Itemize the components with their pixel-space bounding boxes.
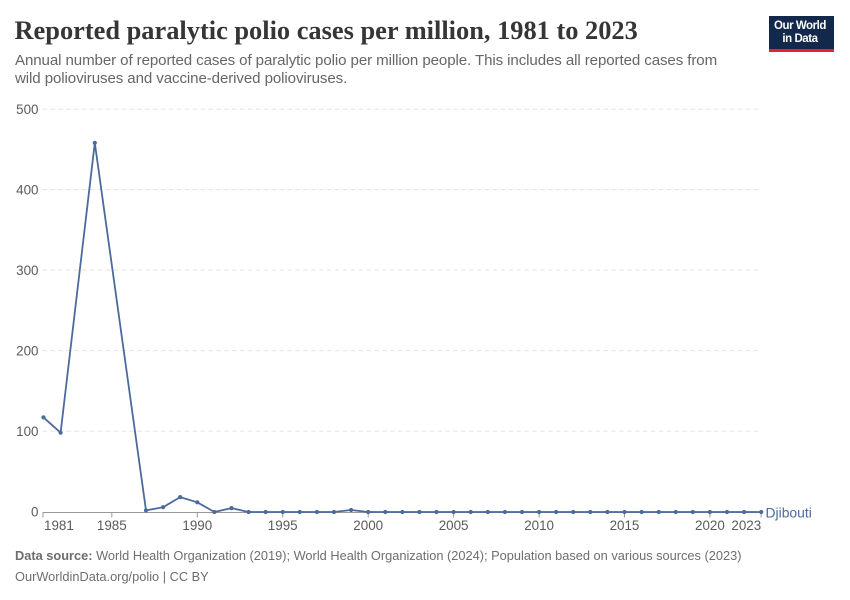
svg-text:300: 300 — [16, 263, 38, 278]
svg-text:2015: 2015 — [610, 518, 640, 533]
svg-text:2020: 2020 — [695, 518, 725, 533]
svg-text:200: 200 — [16, 343, 38, 358]
svg-text:1985: 1985 — [97, 518, 127, 533]
svg-text:1981: 1981 — [44, 518, 74, 533]
svg-text:2010: 2010 — [524, 518, 554, 533]
svg-text:1995: 1995 — [268, 518, 298, 533]
svg-text:2023: 2023 — [731, 518, 761, 533]
svg-text:2000: 2000 — [353, 518, 383, 533]
svg-text:400: 400 — [16, 182, 38, 197]
svg-text:2005: 2005 — [439, 518, 469, 533]
svg-text:500: 500 — [16, 102, 38, 117]
svg-text:1990: 1990 — [182, 518, 212, 533]
svg-text:100: 100 — [16, 424, 38, 439]
svg-text:Djibouti: Djibouti — [766, 505, 812, 521]
svg-text:0: 0 — [31, 505, 38, 520]
